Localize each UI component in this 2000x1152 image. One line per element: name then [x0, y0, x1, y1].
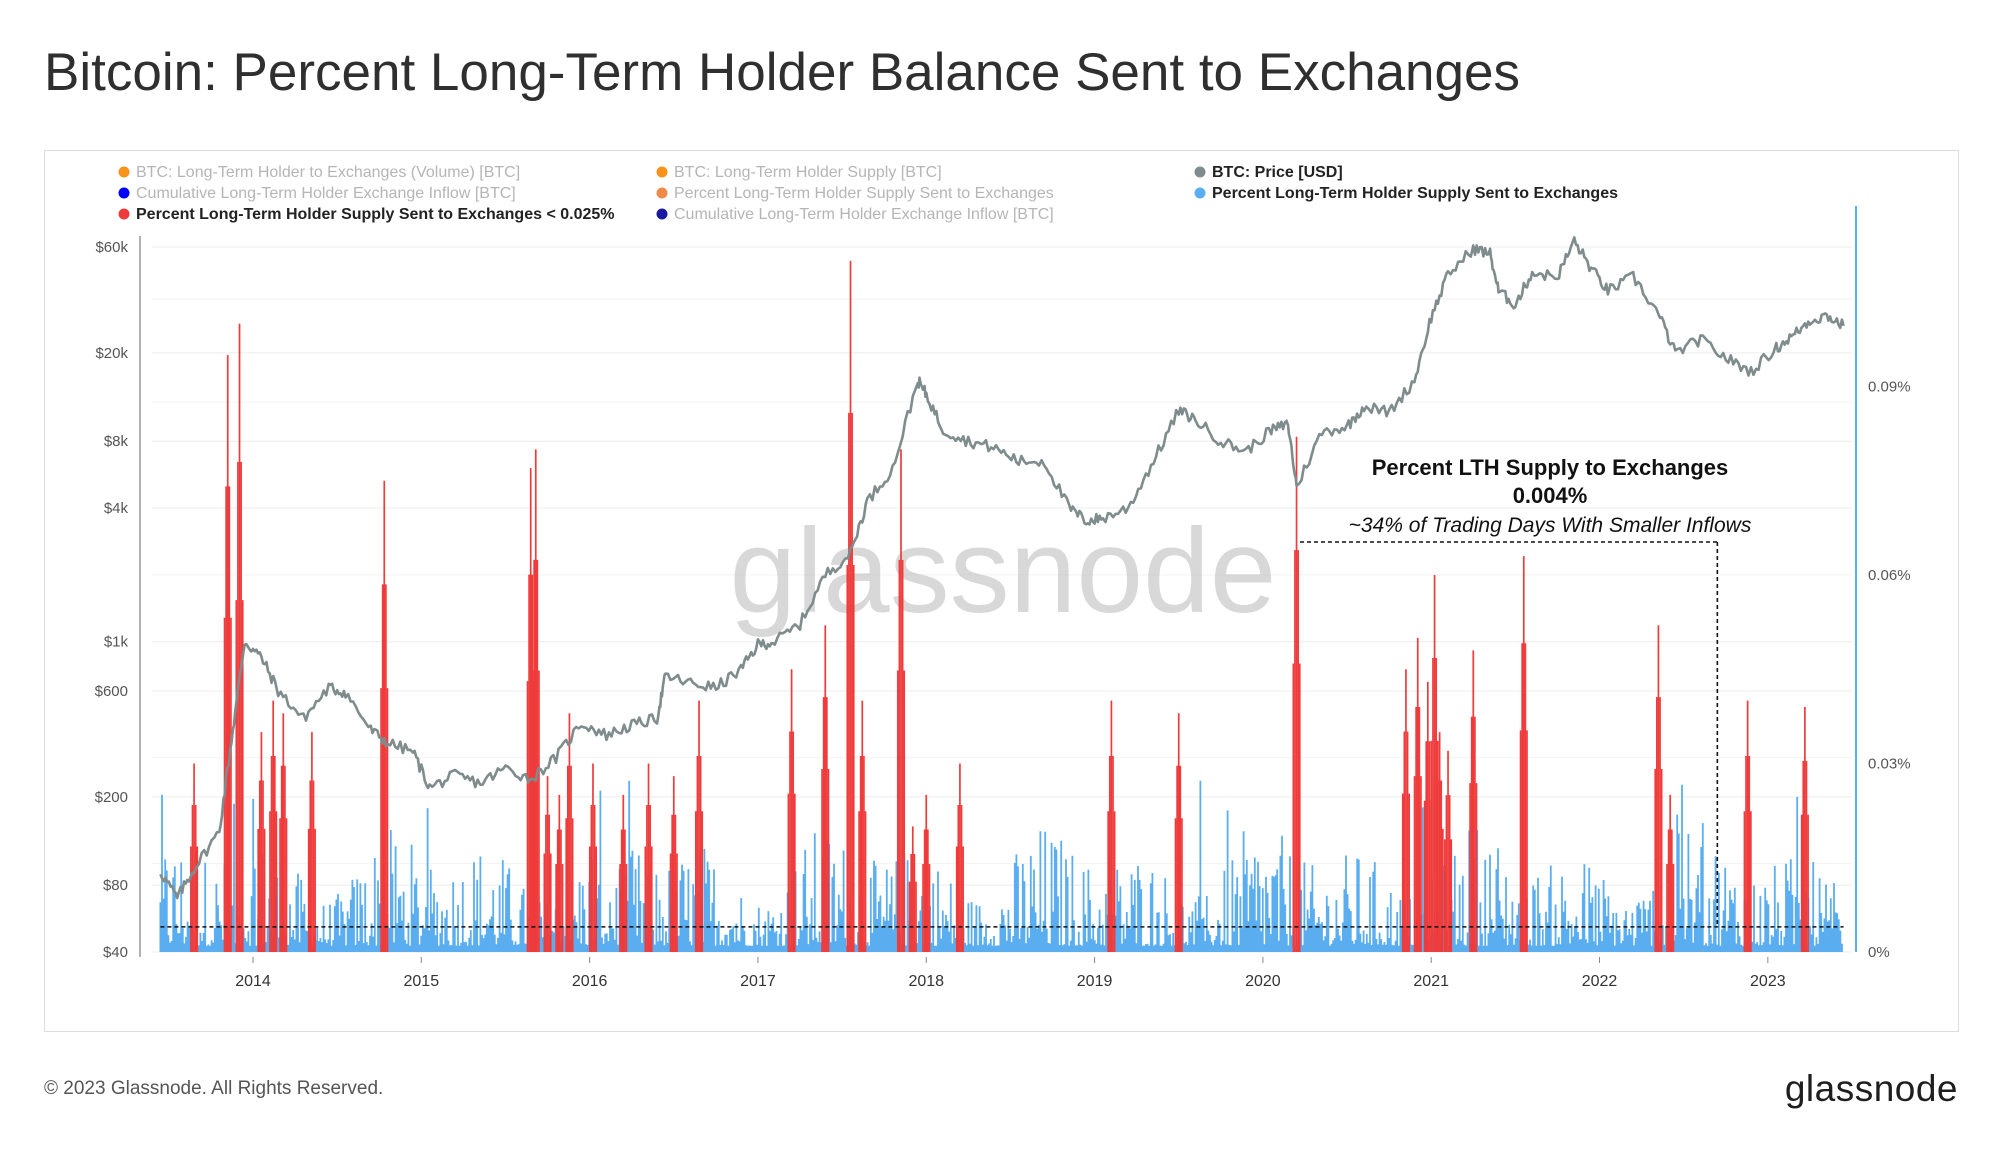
watermark: glassnode	[729, 504, 1276, 638]
axes: $40 $80 $200 $600 $1k $4k $8k $20k $60k 0% 0.03% 0.…	[95, 206, 1911, 990]
annotation-title: Percent LTH Supply to Exchanges	[1372, 455, 1729, 480]
price-line	[159, 236, 1845, 900]
legend-item[interactable]: BTC: Long-Term Holder Supply [BTC]	[656, 164, 942, 181]
x-tick-label: 2022	[1582, 973, 1618, 990]
legend-item[interactable]: Cumulative Long-Term Holder Exchange Inf…	[656, 206, 1054, 223]
annotation: Percent LTH Supply to Exchanges 0.004% ~…	[1349, 455, 1752, 537]
legend-item[interactable]: Percent Long-Term Holder Supply Sent to …	[118, 206, 615, 223]
legend-dot-icon	[118, 208, 130, 220]
legend: BTC: Long-Term Holder to Exchanges (Volu…	[118, 164, 1619, 223]
x-tick-label: 2023	[1750, 973, 1786, 990]
left-tick-label: $600	[95, 683, 128, 700]
x-tick-label: 2015	[404, 973, 440, 990]
legend-dot-icon	[656, 208, 668, 220]
x-tick-label: 2014	[235, 973, 271, 990]
legend-item[interactable]: BTC: Long-Term Holder to Exchanges (Volu…	[118, 164, 521, 181]
legend-dot-icon	[1194, 187, 1206, 199]
x-tick-label: 2016	[572, 973, 608, 990]
legend-label: Percent Long-Term Holder Supply Sent to …	[136, 206, 615, 223]
left-tick-label: $1k	[104, 634, 129, 651]
right-tick-label: 0.09%	[1868, 379, 1911, 396]
legend-dot-icon	[118, 187, 130, 199]
x-tick-label: 2021	[1413, 973, 1449, 990]
annotation-note: ~34% of Trading Days With Smaller Inflow…	[1349, 514, 1752, 537]
left-tick-label: $20k	[95, 345, 128, 362]
x-tick-label: 2020	[1245, 973, 1281, 990]
gridlines	[152, 246, 1852, 953]
legend-dot-icon	[656, 187, 668, 199]
legend-dot-icon	[656, 166, 668, 178]
x-tick-label: 2018	[908, 973, 944, 990]
brand-logo: glassnode	[1784, 1068, 1958, 1109]
x-tick-label: 2017	[740, 973, 776, 990]
legend-label: BTC: Long-Term Holder to Exchanges (Volu…	[136, 164, 520, 181]
legend-label: Percent Long-Term Holder Supply Sent to …	[674, 185, 1054, 202]
legend-dot-icon	[1194, 166, 1206, 178]
annotation-value: 0.004%	[1513, 483, 1588, 508]
x-tick-label: 2019	[1077, 973, 1113, 990]
legend-label: BTC: Long-Term Holder Supply [BTC]	[674, 164, 942, 181]
left-tick-label: $8k	[104, 433, 129, 450]
red-spikes-series	[190, 260, 1809, 952]
legend-label: Cumulative Long-Term Holder Exchange Inf…	[136, 185, 516, 202]
left-tick-label: $4k	[104, 500, 129, 517]
right-tick-label: 0.06%	[1868, 567, 1911, 584]
legend-item[interactable]: Percent Long-Term Holder Supply Sent to …	[656, 185, 1054, 202]
left-tick-label: $200	[95, 789, 128, 806]
left-tick-label: $60k	[95, 239, 128, 256]
legend-dot-icon	[118, 166, 130, 178]
left-tick-label: $80	[103, 877, 128, 894]
legend-label: Cumulative Long-Term Holder Exchange Inf…	[674, 206, 1054, 223]
legend-item[interactable]: Percent Long-Term Holder Supply Sent to …	[1194, 185, 1619, 202]
copyright: © 2023 Glassnode. All Rights Reserved.	[44, 1078, 384, 1099]
legend-label: Percent Long-Term Holder Supply Sent to …	[1212, 185, 1618, 202]
legend-label: BTC: Price [USD]	[1212, 164, 1343, 181]
threshold-lines	[160, 541, 1844, 928]
legend-item[interactable]: Cumulative Long-Term Holder Exchange Inf…	[118, 185, 516, 202]
right-tick-label: 0%	[1868, 944, 1890, 961]
page-title: Bitcoin: Percent Long-Term Holder Balanc…	[44, 43, 1520, 102]
legend-item[interactable]: BTC: Price [USD]	[1194, 164, 1343, 181]
right-tick-label: 0.03%	[1868, 756, 1911, 773]
left-tick-label: $40	[103, 944, 128, 961]
